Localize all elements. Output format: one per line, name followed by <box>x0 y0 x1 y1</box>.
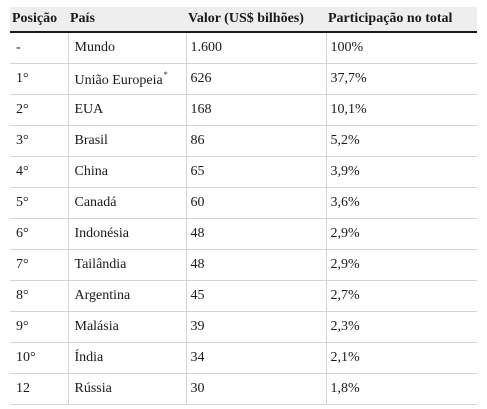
table-row: 4° China 65 3,9% <box>10 156 477 188</box>
cell-position: 6° <box>10 218 69 250</box>
cell-country: Brasil <box>68 125 187 157</box>
table-row: 7° Tailândia 48 2,9% <box>10 249 477 281</box>
cell-share: 1,8% <box>326 373 477 405</box>
footnote-marker: * <box>163 69 168 79</box>
cell-country: Rússia <box>68 373 187 405</box>
country-name: Rússia <box>74 381 112 396</box>
header-country: País <box>68 7 186 33</box>
cell-country: Malásia <box>68 311 187 343</box>
cell-value: 60 <box>186 187 327 219</box>
table-row: 5° Canadá 60 3,6% <box>10 187 477 219</box>
table-row: 9° Malásia 39 2,3% <box>10 311 477 343</box>
ranking-table: Posição País Valor (US$ bilhões) Partici… <box>10 7 477 405</box>
cell-value: 34 <box>186 342 327 374</box>
cell-position: 4° <box>10 156 69 188</box>
cell-value: 1.600 <box>186 32 327 64</box>
table-body: - Mundo 1.600 100% 1° União Europeia* 626 37,7%… <box>10 32 477 405</box>
cell-share: 2,9% <box>326 218 477 250</box>
cell-country: Canadá <box>68 187 187 219</box>
country-name: Índia <box>74 350 104 365</box>
cell-position: 12 <box>10 373 69 405</box>
cell-share: 100% <box>326 32 477 64</box>
table-row: 1° União Europeia* 626 37,7% <box>10 63 477 95</box>
header-row: Posição País Valor (US$ bilhões) Partici… <box>10 7 477 33</box>
cell-position: 8° <box>10 280 69 312</box>
cell-share: 2,9% <box>326 249 477 281</box>
country-name: Tailândia <box>74 257 127 272</box>
cell-country: EUA <box>68 94 187 126</box>
header-value: Valor (US$ bilhões) <box>186 7 326 33</box>
country-name: Canadá <box>74 195 117 210</box>
country-name: China <box>74 164 108 179</box>
table-header: Posição País Valor (US$ bilhões) Partici… <box>10 7 477 33</box>
header-position: Posição <box>10 7 68 33</box>
cell-position: - <box>10 32 69 64</box>
cell-value: 86 <box>186 125 327 157</box>
cell-value: 168 <box>186 94 327 126</box>
cell-position: 1° <box>10 63 69 95</box>
cell-share: 2,1% <box>326 342 477 374</box>
cell-value: 48 <box>186 218 327 250</box>
cell-country: Indonésia <box>68 218 187 250</box>
country-name: EUA <box>74 102 104 117</box>
cell-position: 2° <box>10 94 69 126</box>
table-row: 2° EUA 168 10,1% <box>10 94 477 126</box>
table-row: 3° Brasil 86 5,2% <box>10 125 477 157</box>
country-name: União Europeia <box>74 72 163 88</box>
cell-value: 45 <box>186 280 327 312</box>
country-name: Malásia <box>74 319 119 334</box>
cell-share: 3,9% <box>326 156 477 188</box>
cell-country: Argentina <box>68 280 187 312</box>
cell-share: 3,6% <box>326 187 477 219</box>
cell-value: 39 <box>186 311 327 343</box>
table-row: 12 Rússia 30 1,8% <box>10 373 477 405</box>
cell-position: 3° <box>10 125 69 157</box>
header-share: Participação no total <box>326 7 477 33</box>
country-name: Argentina <box>74 288 131 303</box>
table-container: Posição País Valor (US$ bilhões) Partici… <box>10 7 477 405</box>
cell-share: 5,2% <box>326 125 477 157</box>
cell-country: Tailândia <box>68 249 187 281</box>
cell-country: União Europeia* <box>68 63 187 95</box>
cell-position: 10° <box>10 342 69 374</box>
table-row: 10° Índia 34 2,1% <box>10 342 477 374</box>
cell-value: 626 <box>186 63 327 95</box>
cell-position: 5° <box>10 187 69 219</box>
country-name: Brasil <box>74 133 108 148</box>
table-row: - Mundo 1.600 100% <box>10 32 477 64</box>
cell-position: 7° <box>10 249 69 281</box>
cell-country: Mundo <box>68 32 187 64</box>
cell-share: 2,3% <box>326 311 477 343</box>
cell-position: 9° <box>10 311 69 343</box>
cell-value: 65 <box>186 156 327 188</box>
cell-country: Índia <box>68 342 187 374</box>
cell-share: 2,7% <box>326 280 477 312</box>
table-row: 6° Indonésia 48 2,9% <box>10 218 477 250</box>
country-name: Mundo <box>74 40 115 55</box>
cell-country: China <box>68 156 187 188</box>
cell-share: 37,7% <box>326 63 477 95</box>
cell-value: 48 <box>186 249 327 281</box>
cell-share: 10,1% <box>326 94 477 126</box>
table-row: 8° Argentina 45 2,7% <box>10 280 477 312</box>
cell-value: 30 <box>186 373 327 405</box>
country-name: Indonésia <box>74 226 129 241</box>
